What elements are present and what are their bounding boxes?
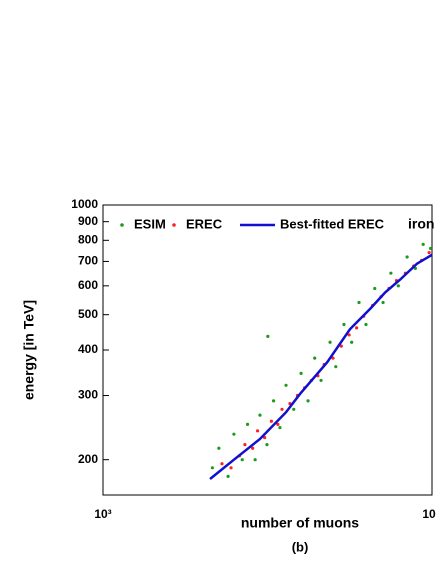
y-tick-label: 700 [78, 254, 98, 268]
point [240, 458, 244, 462]
point [217, 446, 221, 450]
point [350, 340, 354, 344]
point [428, 246, 433, 251]
point [389, 271, 393, 275]
y-tick-label: 200 [78, 452, 98, 466]
point [253, 458, 257, 462]
point [306, 399, 310, 403]
x-tick-label: 10³ [94, 507, 111, 521]
y-axis-title: energy [in TeV] [21, 300, 37, 400]
point [210, 466, 214, 470]
point [276, 422, 280, 426]
point [263, 435, 267, 440]
y-tick-label: 900 [78, 214, 98, 228]
caption: (b) [292, 539, 309, 554]
legend-label: Best-fitted EREC [280, 216, 385, 231]
x-axis-title: number of muons [241, 515, 359, 531]
y-tick-label: 400 [78, 342, 98, 356]
point [245, 422, 250, 426]
point [278, 425, 282, 430]
point [339, 344, 343, 348]
point [229, 466, 233, 470]
x-tick-label: 10⁴ [422, 507, 436, 521]
legend-label: ESIM [134, 216, 166, 231]
point [328, 340, 332, 344]
point [405, 255, 409, 259]
point [255, 429, 260, 433]
point [269, 419, 274, 423]
y-tick-label: 1000 [71, 197, 98, 211]
y-tick-label: 800 [78, 232, 98, 246]
point [313, 356, 317, 360]
point [280, 407, 284, 411]
legend-marker [120, 223, 124, 227]
point [271, 399, 276, 403]
point [421, 242, 425, 246]
point [226, 474, 230, 478]
point [381, 300, 385, 305]
point [396, 284, 400, 288]
point [299, 371, 303, 376]
annotation: iron [408, 216, 434, 232]
point [284, 383, 288, 387]
point [265, 443, 269, 447]
point [373, 286, 377, 291]
plot-frame [102, 204, 433, 496]
point [357, 300, 361, 305]
point [334, 365, 338, 369]
point [220, 462, 224, 466]
point [347, 333, 351, 337]
point [232, 432, 236, 436]
point [427, 251, 431, 255]
point [292, 407, 296, 411]
point [319, 378, 323, 383]
point [364, 322, 368, 327]
point [258, 413, 262, 417]
y-tick-label: 600 [78, 278, 98, 292]
point [243, 443, 247, 447]
legend-label: EREC [186, 216, 223, 231]
y-tick-label: 300 [78, 388, 98, 402]
point [342, 322, 346, 327]
point [266, 334, 270, 338]
legend-marker [172, 223, 176, 227]
y-tick-label: 500 [78, 307, 98, 321]
fit-line [209, 253, 433, 480]
point [355, 326, 359, 330]
point [251, 446, 255, 450]
point [331, 356, 335, 360]
